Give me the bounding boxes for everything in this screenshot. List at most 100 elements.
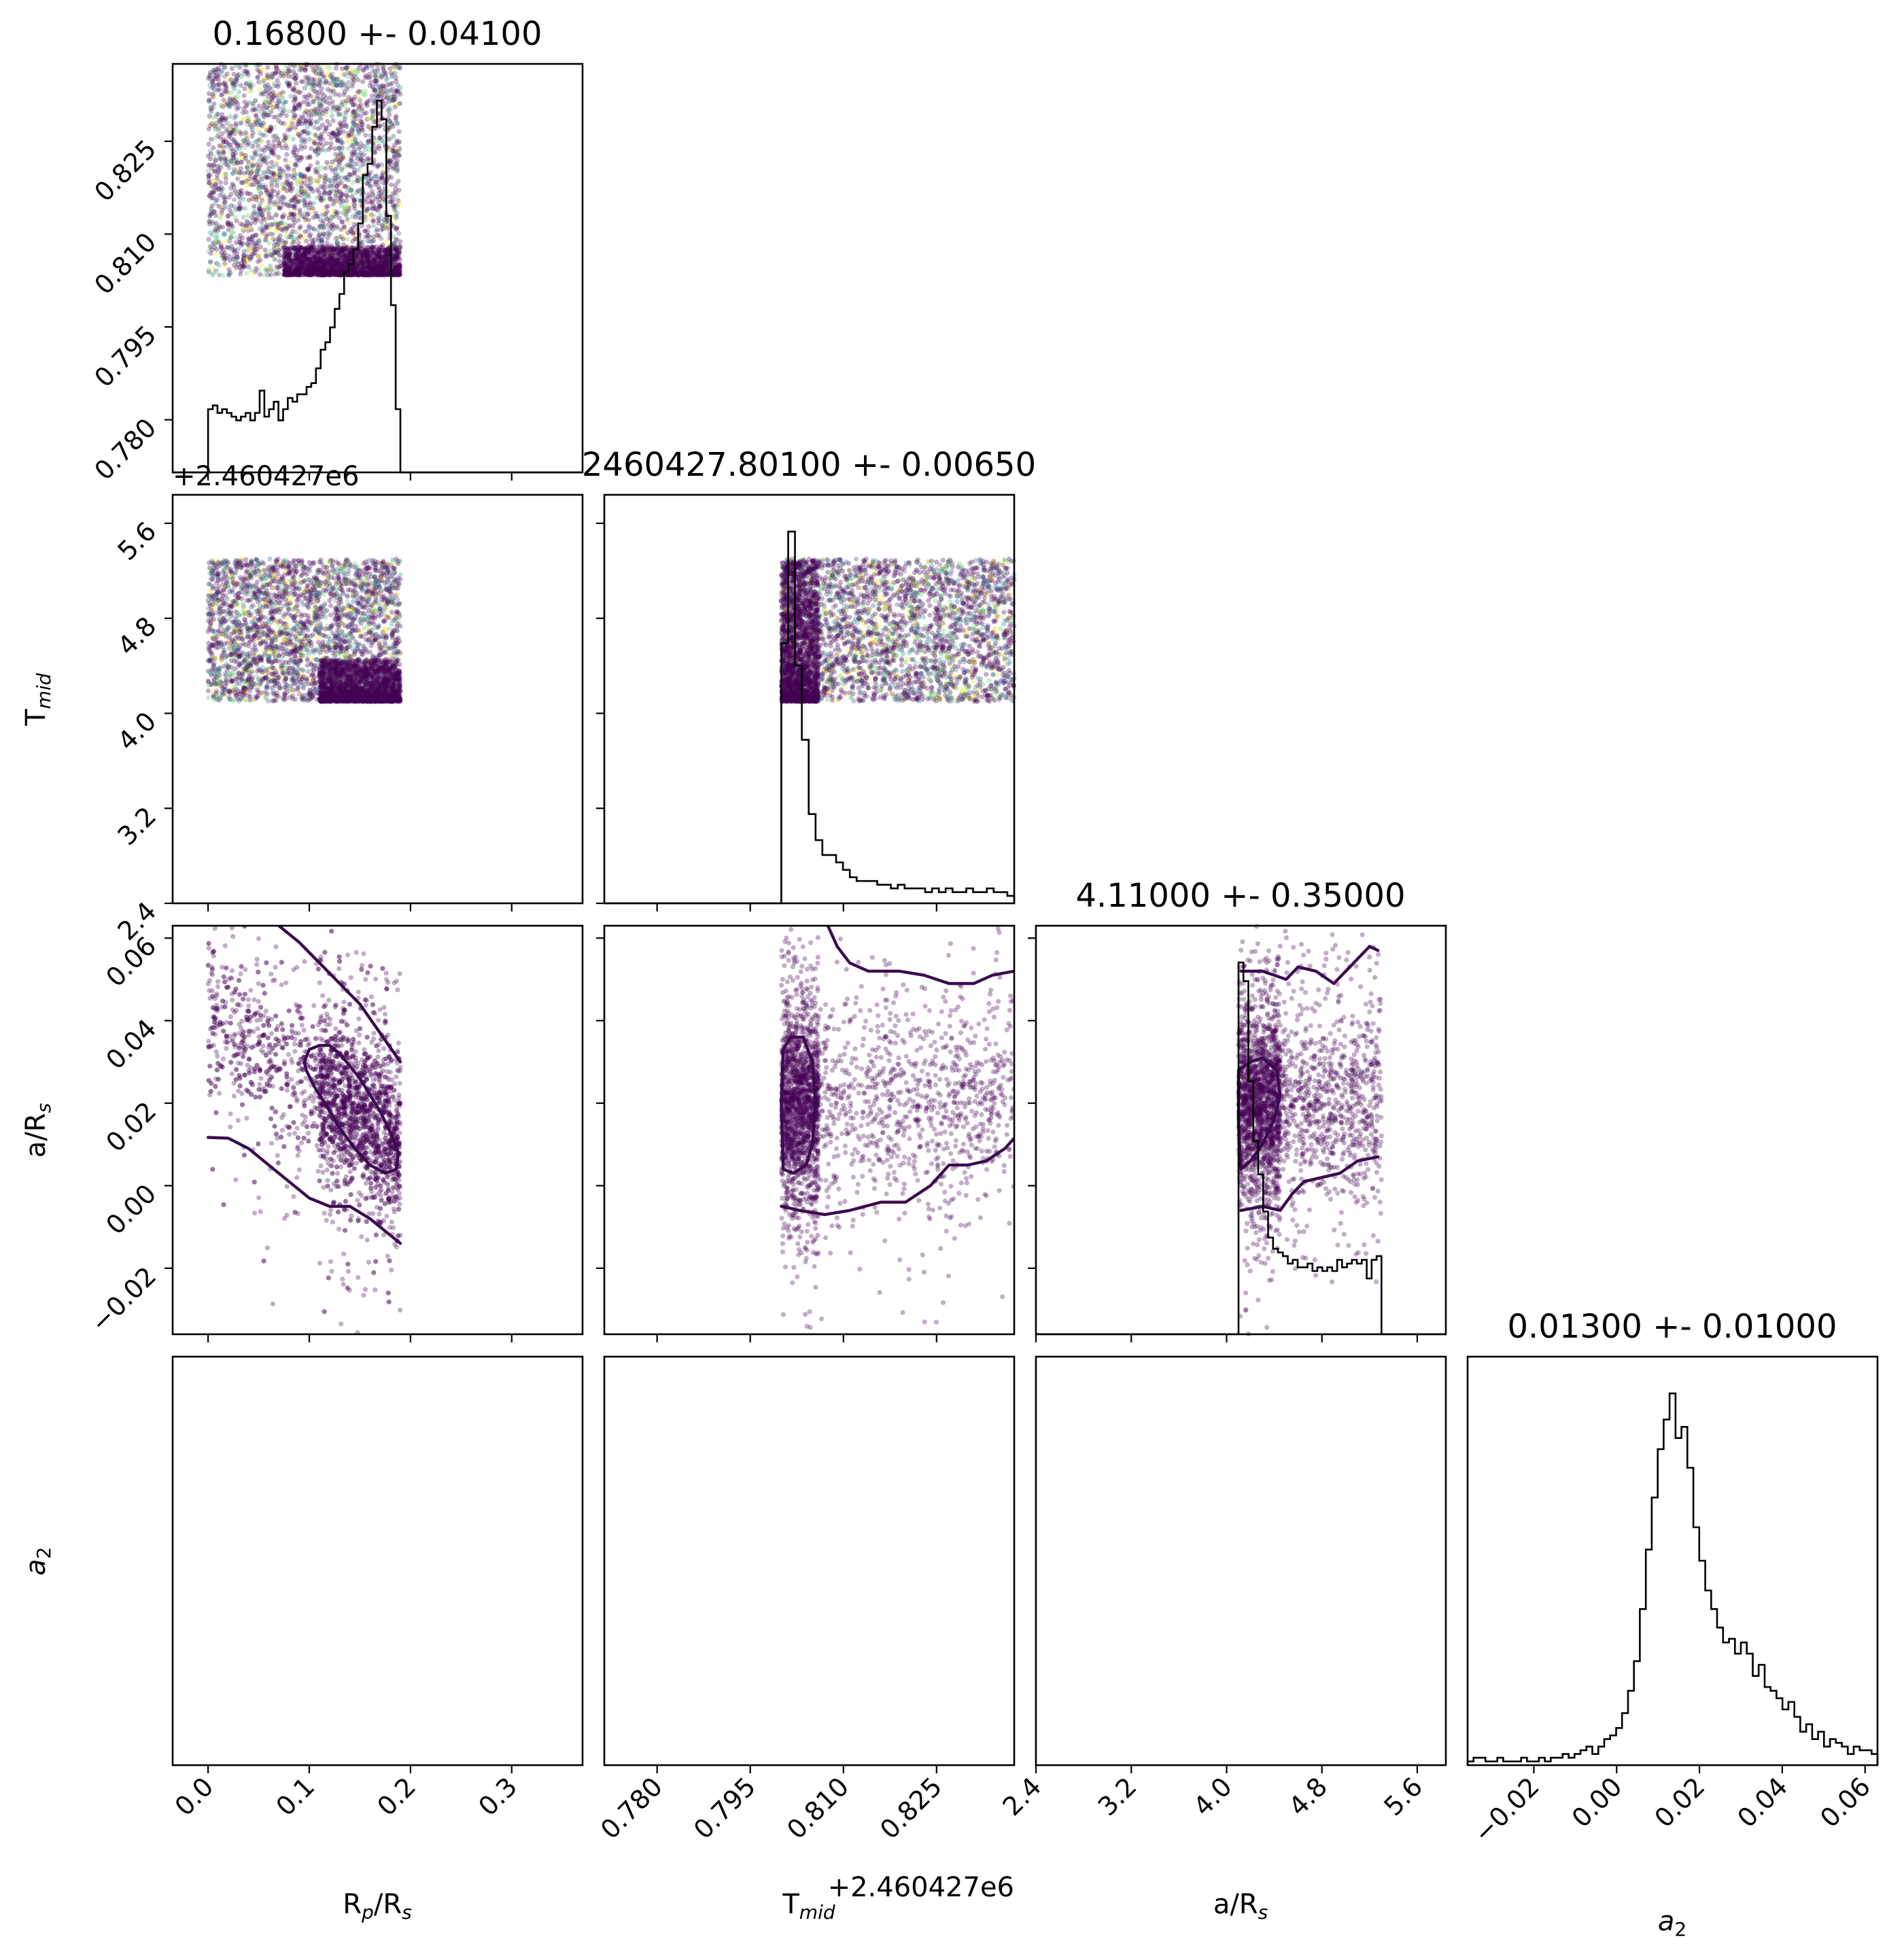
scatter-point bbox=[363, 133, 368, 138]
scatter-point bbox=[228, 207, 233, 213]
scatter-point bbox=[358, 120, 364, 126]
scatter-point bbox=[306, 218, 311, 223]
scatter-point bbox=[332, 175, 338, 181]
scatter-point bbox=[349, 97, 354, 102]
scatter-point bbox=[329, 109, 334, 114]
scatter-point bbox=[207, 193, 213, 198]
scatter-point bbox=[209, 121, 215, 126]
scatter-point bbox=[277, 253, 283, 258]
scatter-point bbox=[381, 180, 387, 186]
scatter-point bbox=[295, 213, 301, 219]
scatter-point bbox=[319, 122, 326, 128]
scatter-point bbox=[257, 239, 262, 244]
scatter-point bbox=[394, 138, 400, 143]
scatter-point bbox=[257, 131, 263, 136]
scatter-point bbox=[324, 125, 329, 131]
scatter-point bbox=[254, 216, 260, 222]
scatter-point bbox=[351, 80, 356, 86]
scatter-point bbox=[311, 226, 317, 232]
scatter-point bbox=[348, 173, 353, 178]
scatter-point bbox=[363, 63, 369, 69]
scatter-point bbox=[283, 113, 289, 118]
scatter-point bbox=[386, 105, 392, 111]
scatter-point bbox=[303, 257, 309, 262]
scatter-point bbox=[355, 127, 360, 133]
scatter-point bbox=[281, 260, 287, 266]
scatter-point bbox=[287, 182, 292, 188]
scatter-point bbox=[214, 82, 220, 88]
scatter-point bbox=[224, 71, 230, 77]
scatter-point bbox=[271, 105, 276, 110]
scatter-point bbox=[385, 254, 391, 260]
scatter-rp-tmid bbox=[205, 61, 403, 278]
scatter-point bbox=[340, 140, 345, 145]
scatter-point bbox=[394, 227, 399, 232]
scatter-point bbox=[277, 264, 282, 269]
scatter-point bbox=[328, 188, 334, 194]
scatter-point bbox=[296, 198, 301, 203]
scatter-point bbox=[321, 175, 326, 180]
scatter-point bbox=[280, 194, 285, 199]
scatter-point bbox=[346, 80, 351, 85]
scatter-point bbox=[345, 194, 350, 199]
scatter-point bbox=[332, 78, 337, 84]
scatter-point bbox=[267, 263, 273, 268]
scatter-point bbox=[334, 166, 339, 171]
scatter-point bbox=[358, 210, 363, 216]
scatter-point bbox=[288, 94, 294, 99]
scatter-point bbox=[238, 166, 243, 171]
scatter-point bbox=[233, 114, 239, 119]
scatter-point bbox=[260, 222, 266, 228]
scatter-point bbox=[275, 240, 281, 245]
scatter-point bbox=[390, 86, 396, 91]
scatter-point bbox=[222, 158, 228, 164]
scatter-point bbox=[345, 272, 351, 278]
scatter-point bbox=[262, 209, 268, 214]
scatter-point bbox=[266, 139, 271, 145]
scatter-point bbox=[248, 196, 254, 202]
scatter-point bbox=[333, 65, 339, 71]
scatter-point bbox=[364, 181, 370, 186]
scatter-point bbox=[239, 131, 244, 137]
scatter-point bbox=[229, 225, 235, 231]
scatter-point bbox=[328, 272, 334, 277]
scatter-point bbox=[264, 72, 270, 77]
scatter-point bbox=[285, 137, 290, 143]
scatter-point bbox=[321, 73, 326, 79]
scatter-point bbox=[357, 179, 362, 185]
scatter-point bbox=[351, 201, 357, 207]
scatter-point bbox=[302, 197, 307, 203]
scatter-point bbox=[254, 147, 260, 153]
scatter-point bbox=[247, 83, 252, 88]
scatter-point bbox=[365, 99, 370, 104]
scatter-point bbox=[250, 162, 256, 168]
scatter-point bbox=[234, 218, 239, 224]
scatter-point bbox=[317, 217, 323, 222]
scatter-point bbox=[221, 102, 226, 107]
scatter-point bbox=[294, 162, 299, 168]
scatter-point bbox=[218, 69, 224, 75]
scatter-point bbox=[385, 89, 391, 94]
scatter-point bbox=[242, 171, 247, 176]
scatter-point bbox=[315, 106, 321, 111]
scatter-point bbox=[360, 239, 366, 245]
scatter-point bbox=[345, 86, 350, 92]
scatter-point bbox=[351, 118, 356, 123]
scatter-point bbox=[342, 116, 347, 122]
scatter-point bbox=[261, 114, 266, 120]
scatter-point bbox=[309, 117, 314, 122]
scatter-point bbox=[273, 271, 279, 277]
scatter-point bbox=[298, 67, 305, 73]
scatter-points-layer bbox=[205, 61, 1384, 1337]
scatter-point bbox=[278, 224, 283, 230]
scatter-point bbox=[375, 77, 380, 83]
scatter-point bbox=[210, 92, 215, 97]
scatter-point bbox=[391, 256, 396, 261]
scatter-point bbox=[310, 239, 315, 244]
scatter-point bbox=[220, 131, 225, 137]
scatter-point bbox=[366, 239, 371, 244]
scatter-point bbox=[339, 219, 345, 225]
scatter-point bbox=[296, 67, 302, 73]
scatter-point bbox=[345, 124, 350, 130]
scatter-point bbox=[248, 159, 254, 164]
